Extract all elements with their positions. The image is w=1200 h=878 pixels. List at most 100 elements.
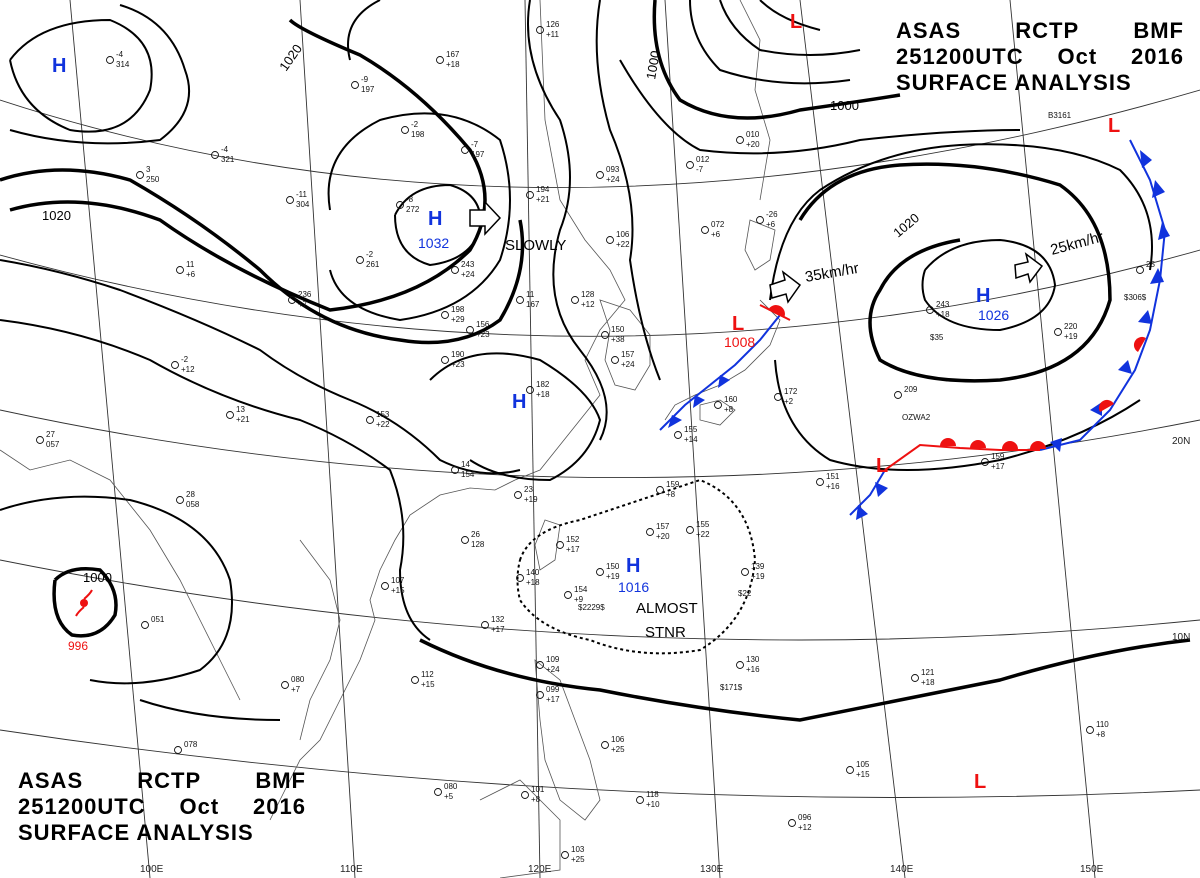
station-value-top: 157 bbox=[621, 350, 635, 359]
station-circle bbox=[911, 674, 919, 682]
station-plot: 194+21 bbox=[526, 185, 550, 204]
isobar-north-3 bbox=[689, 0, 851, 85]
station-circle bbox=[516, 574, 524, 582]
isobar-scs-dashed bbox=[516, 478, 757, 655]
warm-front-semicircles bbox=[768, 305, 1146, 449]
station-circle bbox=[176, 266, 184, 274]
station-value-bottom: +19 bbox=[1064, 332, 1078, 341]
station-circle bbox=[714, 401, 722, 409]
station-value-bottom: +6 bbox=[711, 230, 721, 239]
station-circle bbox=[1054, 328, 1062, 336]
station-value-bottom: +9 bbox=[574, 595, 584, 604]
header-bottom-time: 251200UTC bbox=[18, 794, 146, 819]
station-value-bottom: 261 bbox=[366, 260, 380, 269]
station-label-5: $2229$ bbox=[578, 603, 605, 612]
isobar-1020-north bbox=[9, 18, 487, 312]
isobar-mongolia-inner bbox=[394, 183, 482, 267]
low-center-se: L bbox=[974, 771, 986, 793]
station-plot: 128+12 bbox=[571, 290, 595, 309]
high-center-scs: H bbox=[626, 555, 640, 577]
station-value-bottom: +22 bbox=[696, 530, 710, 539]
isobar-north-1 bbox=[527, 0, 608, 441]
station-value-bottom: 198 bbox=[411, 130, 425, 139]
station-value-top: 243 bbox=[461, 260, 475, 269]
station-value-bottom: +5 bbox=[444, 792, 454, 801]
station-circle bbox=[451, 266, 459, 274]
station-value-top: 099 bbox=[546, 685, 560, 694]
station-label-6: $22 bbox=[738, 589, 752, 598]
station-value-top: 121 bbox=[921, 668, 935, 677]
station-value-top: 167 bbox=[446, 50, 460, 59]
station-plot: 106+22 bbox=[606, 230, 630, 249]
header-top-title: SURFACE ANALYSIS bbox=[896, 70, 1132, 95]
station-plot: 150+38 bbox=[601, 325, 625, 344]
station-value-bottom: +18 bbox=[536, 390, 550, 399]
station-value-bottom: 314 bbox=[116, 60, 130, 69]
tropical-storm-symbol bbox=[75, 589, 93, 617]
station-value-bottom: +17 bbox=[566, 545, 580, 554]
station-value-top: 194 bbox=[536, 185, 550, 194]
station-plot: 152+17 bbox=[556, 535, 580, 554]
isobar-north-4 bbox=[719, 0, 861, 56]
station-value-bottom: +18 bbox=[526, 578, 540, 587]
tropical-storm-value: 996 bbox=[68, 639, 88, 653]
lon-label-100e: 100E bbox=[140, 864, 164, 875]
station-value-bottom: 321 bbox=[221, 155, 235, 164]
station-circle bbox=[36, 436, 44, 444]
high-center-china: H bbox=[512, 391, 526, 413]
station-value-bottom: +29 bbox=[451, 315, 465, 324]
isobar-pacific-outer bbox=[769, 143, 1153, 301]
station-value-top: -2 bbox=[181, 355, 189, 364]
station-value-bottom: +23 bbox=[476, 330, 490, 339]
station-value-bottom: +21 bbox=[536, 195, 550, 204]
station-circle bbox=[611, 356, 619, 364]
coast-japan bbox=[664, 299, 781, 426]
high-value-scs: 1016 bbox=[618, 579, 649, 595]
station-value-top: 105 bbox=[856, 760, 870, 769]
header-top-time: 251200UTC bbox=[896, 44, 1024, 69]
header-bottom-year: 2016 bbox=[253, 794, 306, 819]
station-value-bottom: +17 bbox=[546, 695, 560, 704]
low-center-japan: L bbox=[732, 313, 744, 335]
isobar-mongolia-2 bbox=[327, 112, 511, 322]
station-plot: 236+7 bbox=[288, 290, 312, 309]
station-circle bbox=[774, 393, 782, 401]
station-value-bottom: 154 bbox=[461, 470, 475, 479]
station-plot: 209 bbox=[894, 385, 918, 399]
station-circle bbox=[481, 621, 489, 629]
station-label-1: OZWA2 bbox=[902, 413, 931, 422]
coast-philippines bbox=[534, 659, 601, 821]
coast-india bbox=[0, 449, 241, 701]
station-value-bottom: +8 bbox=[531, 795, 541, 804]
station-value-top: 010 bbox=[746, 130, 760, 139]
isobar-1020-china bbox=[0, 168, 525, 345]
station-circle bbox=[411, 676, 419, 684]
low-value-japan: 1008 bbox=[724, 334, 755, 350]
station-value-bottom: +2 bbox=[784, 397, 794, 406]
station-plot: 105+15 bbox=[846, 760, 870, 779]
station-value-top: 153 bbox=[376, 410, 390, 419]
station-circle bbox=[601, 331, 609, 339]
station-value-top: 156 bbox=[476, 320, 490, 329]
station-value-bottom: +25 bbox=[611, 745, 625, 754]
station-value-bottom: 197 bbox=[471, 150, 485, 159]
station-plot: 096+12 bbox=[788, 813, 812, 832]
station-plot: 080+5 bbox=[434, 782, 458, 801]
station-circle bbox=[356, 256, 364, 264]
motion-arrow-pacific bbox=[1014, 252, 1044, 284]
station-value-top: 109 bbox=[546, 655, 560, 664]
station-value-top: 220 bbox=[1064, 322, 1078, 331]
high-center-pacific: H bbox=[976, 285, 990, 307]
lon-label-130e: 130E bbox=[700, 864, 724, 875]
station-plot: 099+17 bbox=[536, 685, 560, 704]
station-circle bbox=[174, 746, 182, 754]
station-plot: 093+24 bbox=[596, 165, 620, 184]
isobar-label-3: 1000 bbox=[830, 98, 859, 113]
station-plot: 190+23 bbox=[441, 350, 465, 369]
isobar-label-1: 1020 bbox=[42, 208, 71, 223]
station-circle bbox=[606, 236, 614, 244]
station-circle bbox=[536, 691, 544, 699]
station-value-top: 150 bbox=[606, 562, 620, 571]
station-plot: 106+25 bbox=[601, 735, 625, 754]
